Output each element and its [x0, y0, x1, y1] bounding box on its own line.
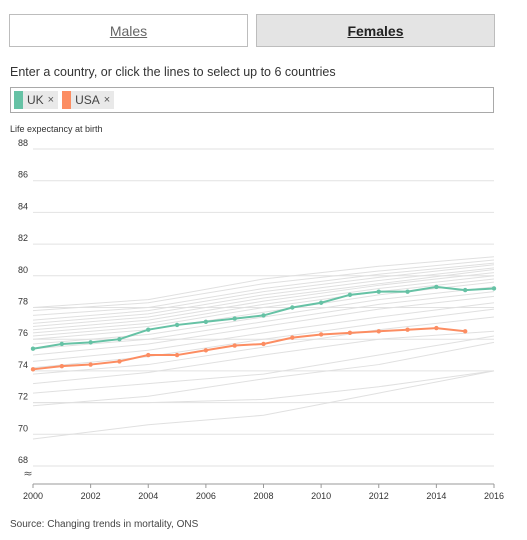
background-country-line-7[interactable]: [32, 275, 495, 334]
x-tick-label-2004: 2004: [138, 491, 158, 501]
uk-color-swatch: [14, 91, 23, 109]
uk-point-2001[interactable]: [59, 341, 65, 347]
background-country-line-8[interactable]: [32, 278, 495, 337]
y-tick-label-76: 76: [18, 328, 28, 338]
uk-point-2010[interactable]: [318, 300, 324, 305]
x-tick-label-2016: 2016: [484, 491, 504, 501]
usa-point-2000[interactable]: [30, 367, 36, 372]
usa-point-2015[interactable]: [462, 329, 468, 334]
usa-point-2012[interactable]: [376, 329, 381, 334]
y-tick-label-80: 80: [18, 265, 28, 275]
usa-point-2004[interactable]: [146, 352, 151, 358]
x-tick-label-2014: 2014: [426, 491, 446, 501]
uk-point-2007[interactable]: [232, 316, 237, 321]
background-country-line-2[interactable]: [32, 262, 495, 316]
uk-point-2015[interactable]: [462, 287, 468, 293]
country-search-input[interactable]: UK × USA ×: [10, 87, 494, 113]
background-country-line-5[interactable]: [32, 268, 495, 328]
y-axis-label: Life expectancy at birth: [10, 124, 103, 134]
usa-point-2001[interactable]: [59, 363, 65, 369]
usa-point-2007[interactable]: [232, 343, 237, 348]
usa-point-2009[interactable]: [290, 335, 295, 340]
uk-point-2008[interactable]: [261, 313, 266, 318]
source-note: Source: Changing trends in mortality, ON…: [10, 519, 199, 530]
life-expectancy-chart[interactable]: 68 70 72 74 76 78 80 82 84 86 88 ≈2000 2002 2004 2006 2…: [0, 135, 527, 507]
background-country-line-17[interactable]: [32, 335, 495, 394]
usa-point-2008[interactable]: [261, 341, 266, 347]
x-tick-label-2012: 2012: [369, 491, 389, 501]
x-tick-label-2010: 2010: [311, 491, 331, 501]
tab-females[interactable]: Females: [256, 14, 495, 47]
background-country-line-16[interactable]: [32, 330, 495, 385]
instruction-text: Enter a country, or click the lines to s…: [10, 65, 336, 79]
usa-point-2014[interactable]: [434, 325, 439, 331]
uk-point-2016[interactable]: [491, 286, 497, 291]
background-country-line-12[interactable]: [32, 295, 495, 356]
background-country-line-1[interactable]: [32, 259, 495, 312]
x-tick-label-2006: 2006: [196, 491, 216, 501]
usa-point-2010[interactable]: [318, 332, 324, 337]
uk-point-2004[interactable]: [146, 327, 151, 332]
y-tick-label-70: 70: [18, 423, 28, 433]
selected-country-chip-usa[interactable]: USA ×: [62, 91, 115, 109]
uk-point-2002[interactable]: [88, 340, 93, 345]
background-country-line-3[interactable]: [32, 264, 495, 321]
y-tick-label-72: 72: [18, 392, 28, 402]
x-tick-label-2000: 2000: [23, 491, 43, 501]
y-tick-label-68: 68: [18, 455, 28, 465]
uk-point-2014[interactable]: [434, 284, 439, 290]
background-country-line-18[interactable]: [32, 341, 495, 407]
uk-point-2013[interactable]: [405, 289, 410, 294]
usa-series-line[interactable]: [32, 327, 466, 371]
background-country-line-14[interactable]: [32, 308, 495, 369]
selected-country-chip-uk[interactable]: UK ×: [14, 91, 59, 109]
background-country-line-15[interactable]: [32, 316, 495, 375]
y-tick-label-86: 86: [18, 170, 28, 180]
uk-point-2009[interactable]: [290, 305, 295, 310]
chip-label-usa: USA: [75, 93, 100, 107]
background-country-line-4[interactable]: [32, 267, 495, 324]
background-country-line-13[interactable]: [32, 302, 495, 362]
usa-point-2003[interactable]: [117, 359, 122, 364]
chip-label-uk: UK: [27, 93, 44, 107]
uk-point-2011[interactable]: [347, 292, 353, 298]
uk-point-2012[interactable]: [376, 289, 381, 294]
background-country-line-20[interactable]: [32, 370, 495, 440]
background-country-line-11[interactable]: [32, 291, 495, 350]
x-tick-label-2008: 2008: [253, 491, 273, 501]
background-country-line-19[interactable]: [33, 370, 495, 404]
y-tick-label-84: 84: [18, 201, 28, 211]
axis-break-icon: ≈: [23, 467, 32, 480]
uk-point-2000[interactable]: [30, 346, 36, 351]
usa-point-2013[interactable]: [405, 327, 410, 332]
usa-color-swatch: [62, 91, 72, 109]
remove-uk-icon[interactable]: ×: [47, 94, 55, 106]
uk-point-2005[interactable]: [174, 322, 180, 328]
usa-point-2005[interactable]: [174, 352, 180, 358]
uk-point-2003[interactable]: [117, 337, 122, 342]
tab-males[interactable]: Males: [9, 14, 248, 47]
y-tick-label-82: 82: [18, 233, 28, 243]
x-tick-label-2002: 2002: [81, 491, 101, 501]
y-tick-label-78: 78: [18, 297, 28, 307]
remove-usa-icon[interactable]: ×: [103, 94, 111, 106]
background-country-line-6[interactable]: [32, 272, 495, 331]
usa-point-2006[interactable]: [203, 348, 209, 353]
usa-point-2011[interactable]: [347, 330, 353, 336]
background-country-line-0[interactable]: [32, 256, 495, 308]
usa-point-2002[interactable]: [88, 362, 93, 367]
y-tick-label-74: 74: [18, 360, 28, 370]
y-tick-label-88: 88: [18, 138, 28, 148]
uk-point-2006[interactable]: [203, 319, 209, 324]
